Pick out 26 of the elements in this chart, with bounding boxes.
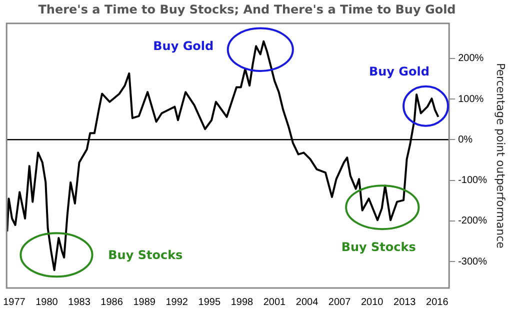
x-tick-label: 1992 — [166, 296, 188, 308]
y-tick-label: -300% — [458, 256, 488, 268]
y-axis-title: Percentage point outperformance — [494, 63, 508, 249]
x-tick-label: 1989 — [133, 296, 156, 308]
y-tick-label: -200% — [458, 216, 488, 227]
annotation: Buy Gold — [368, 64, 430, 79]
x-tick-label: 1983 — [68, 296, 91, 308]
annotation: Buy Stocks — [341, 240, 416, 254]
y-tick-label: -100% — [458, 175, 488, 186]
x-tick-label: 1995 — [198, 296, 221, 308]
x-tick-label: 1998 — [230, 296, 254, 308]
x-tick-label: 1977 — [3, 296, 26, 308]
x-tick-label: 2016 — [426, 296, 449, 308]
x-tick-label: 2010 — [360, 296, 384, 308]
x-tick-label: 2013 — [394, 296, 416, 308]
x-tick-label: 1980 — [36, 296, 58, 308]
x-tick-label: 2004 — [296, 296, 319, 308]
x-tick-label: 2007 — [328, 296, 352, 308]
y-tick-label: 0% — [458, 134, 473, 146]
y-tick-label: 200% — [458, 53, 484, 64]
annotation: Buy Stocks — [108, 248, 183, 262]
y-tick-label: 100% — [458, 94, 484, 105]
x-tick-label: 2001 — [263, 296, 286, 308]
x-tick-label: 1986 — [100, 296, 124, 308]
chart-title: There's a Time to Buy Stocks; And There's a Time to Buy Gold — [38, 2, 456, 16]
annotation: Buy Gold — [153, 39, 214, 54]
